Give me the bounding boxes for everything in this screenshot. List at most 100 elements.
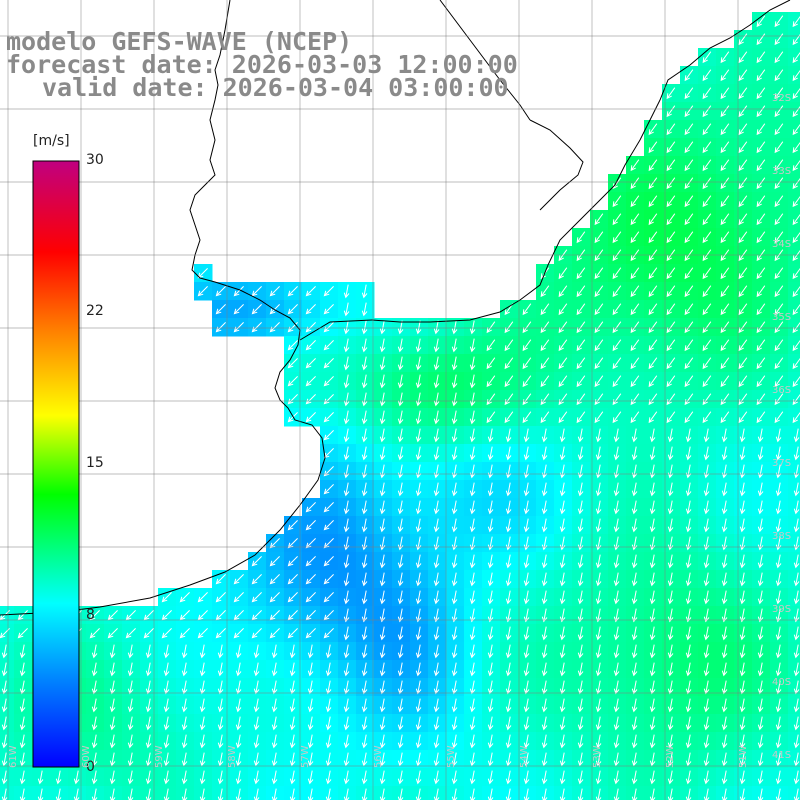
wind-arrow <box>217 662 224 677</box>
wind-arrow <box>469 662 476 677</box>
wind-arrow <box>577 590 584 605</box>
wind-arrow <box>433 626 440 641</box>
wind-arrow <box>739 698 746 713</box>
wind-arrow <box>19 716 26 731</box>
wind-arrow <box>702 285 712 298</box>
wind-cell <box>0 642 15 661</box>
colorbar <box>32 160 80 768</box>
wind-cell <box>0 786 15 800</box>
wind-arrow <box>397 446 404 461</box>
wind-arrow <box>397 410 404 425</box>
wind-arrow <box>703 446 710 461</box>
wind-arrow <box>523 752 530 767</box>
wind-arrow <box>667 788 674 800</box>
wind-arrow <box>323 430 334 441</box>
wind-arrow <box>540 357 550 370</box>
wind-arrow <box>775 626 782 641</box>
wind-arrow <box>145 644 152 659</box>
wind-arrow <box>559 482 566 497</box>
wind-arrow <box>684 357 694 370</box>
wind-arrow <box>343 572 350 587</box>
wind-arrow <box>774 303 784 316</box>
wind-arrow <box>161 628 172 639</box>
wind-arrow <box>91 698 98 713</box>
wind-arrow <box>738 357 748 370</box>
wind-arrow <box>397 482 404 497</box>
wind-arrow <box>577 770 584 785</box>
wind-arrow <box>343 734 350 749</box>
wind-arrow <box>774 159 784 172</box>
wind-arrow <box>667 518 674 533</box>
wind-arrow <box>451 482 458 497</box>
wind-arrow <box>17 628 28 639</box>
wind-arrow <box>685 680 692 695</box>
wind-arrow <box>433 500 440 515</box>
wind-arrow <box>523 500 530 515</box>
wind-arrow <box>738 411 748 424</box>
wind-cell <box>788 210 800 229</box>
wind-arrow <box>343 698 350 713</box>
wind-arrow <box>361 716 368 731</box>
wind-arrow <box>504 357 514 370</box>
colorbar-tick-8: 8 <box>86 607 95 623</box>
wind-arrow <box>361 374 368 389</box>
wind-arrow <box>415 608 422 623</box>
wind-arrow <box>433 320 440 335</box>
wind-arrow <box>684 141 694 154</box>
lat-label: 38S <box>772 531 792 542</box>
wind-arrow <box>233 322 244 333</box>
wind-arrow <box>55 770 62 785</box>
wind-arrow <box>702 51 712 64</box>
wind-arrow <box>523 608 530 623</box>
wind-arrow <box>595 644 602 659</box>
wind-arrow <box>305 610 316 621</box>
wind-arrow <box>415 662 422 677</box>
wind-arrow <box>541 716 548 731</box>
wind-arrow <box>648 177 658 190</box>
wind-arrow <box>703 428 710 443</box>
wind-arrow <box>433 644 440 659</box>
wind-arrow <box>595 698 602 713</box>
wind-arrow <box>577 644 584 659</box>
wind-arrow <box>577 428 584 443</box>
wind-arrow <box>577 752 584 767</box>
wind-cell <box>788 156 800 175</box>
wind-arrow <box>757 500 764 515</box>
wind-arrow <box>145 680 152 695</box>
wind-arrow <box>451 644 458 659</box>
wind-arrow <box>559 608 566 623</box>
wind-arrow <box>631 572 638 587</box>
wind-arrow <box>379 662 386 677</box>
wind-arrow <box>251 610 262 621</box>
wind-arrow <box>576 285 586 298</box>
wind-arrow <box>756 141 766 154</box>
wind-arrow <box>613 428 620 443</box>
wind-arrow <box>541 752 548 767</box>
wind-arrow <box>559 428 566 443</box>
wind-arrow <box>630 303 640 316</box>
wind-arrow <box>666 375 676 388</box>
wind-arrow <box>613 518 620 533</box>
wind-arrow <box>649 752 656 767</box>
wind-arrow <box>541 734 548 749</box>
wind-arrow <box>775 752 782 767</box>
wind-arrow <box>738 51 748 64</box>
wind-arrow <box>415 356 422 371</box>
wind-arrow <box>577 734 584 749</box>
wind-arrow <box>739 500 746 515</box>
wind-arrow <box>774 231 784 244</box>
wind-arrow <box>486 339 496 352</box>
wind-arrow <box>523 662 530 677</box>
wind-arrow <box>433 662 440 677</box>
wind-arrow <box>631 644 638 659</box>
wind-arrow <box>271 770 278 785</box>
wind-arrow <box>775 662 782 677</box>
wind-arrow <box>305 286 316 297</box>
wind-arrow <box>666 177 676 190</box>
lon-label: 54W <box>519 745 530 768</box>
wind-arrow <box>667 716 674 731</box>
wind-arrow <box>486 357 496 370</box>
lat-label: 40S <box>772 677 792 688</box>
wind-arrow <box>505 626 512 641</box>
wind-arrow <box>415 446 422 461</box>
